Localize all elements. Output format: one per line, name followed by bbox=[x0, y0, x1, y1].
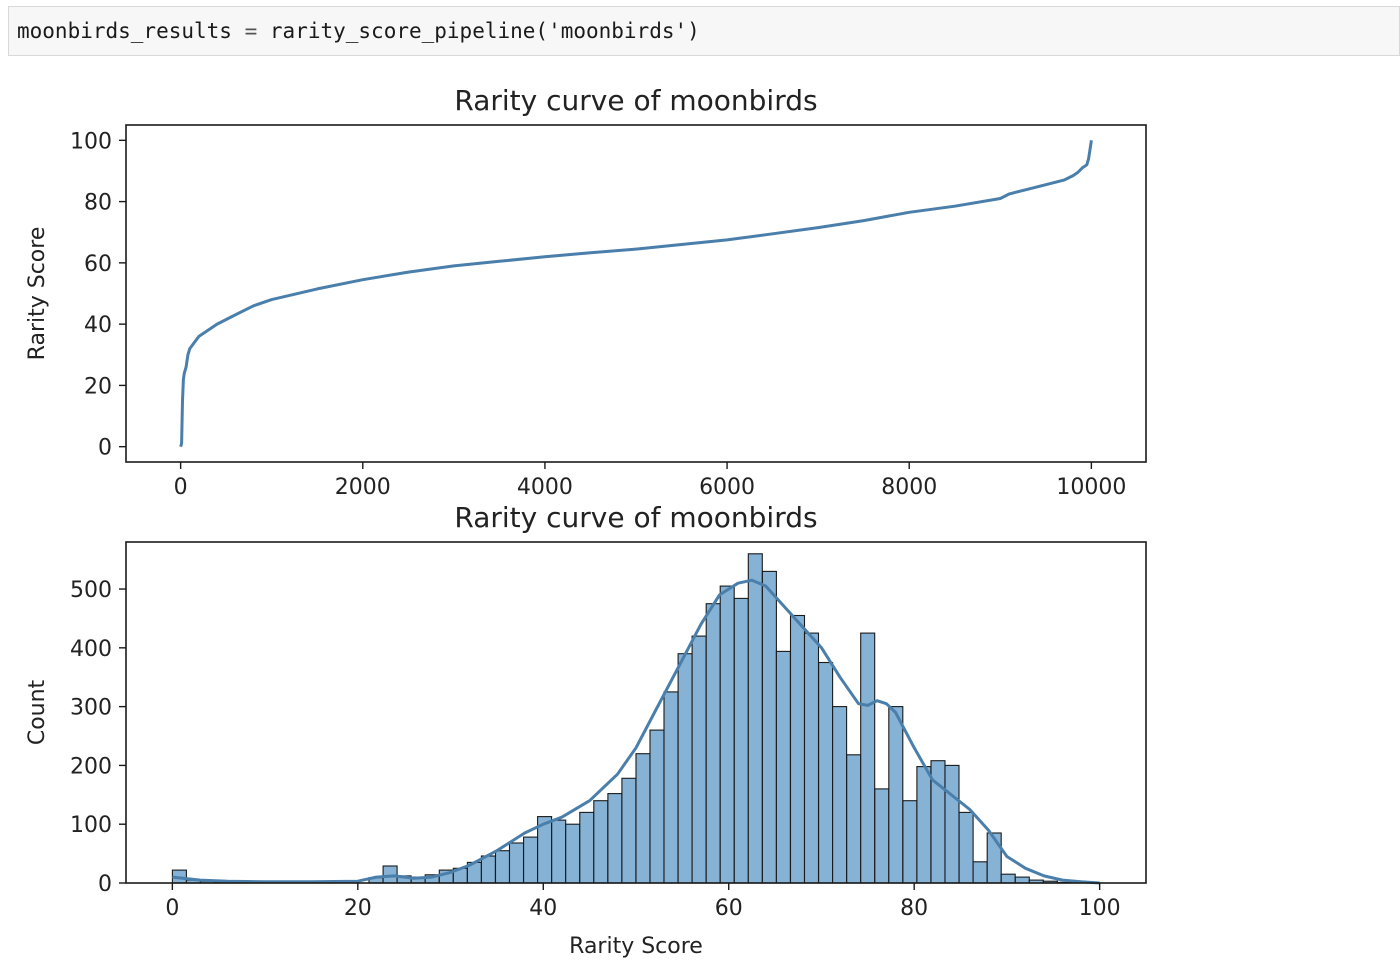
histogram-bar bbox=[888, 706, 904, 884]
x-tick-label: 40 bbox=[529, 896, 557, 921]
x-tick-label: 6000 bbox=[699, 475, 755, 500]
histogram-bar bbox=[607, 793, 623, 884]
histogram-bar bbox=[649, 729, 665, 884]
y-tick-label: 20 bbox=[84, 374, 112, 399]
histogram-bar bbox=[789, 614, 806, 884]
y-tick-label: 0 bbox=[98, 872, 112, 897]
histogram-bar bbox=[579, 811, 595, 884]
y-tick-label: 400 bbox=[70, 637, 112, 662]
histogram-bar bbox=[621, 777, 637, 884]
code-paren-close: ) bbox=[687, 19, 700, 43]
histogram-bar bbox=[944, 764, 960, 884]
axes-frame bbox=[125, 541, 1147, 884]
histogram-bar bbox=[551, 819, 567, 884]
code-variable: moonbirds_results bbox=[17, 19, 232, 43]
y-axis-label: Count bbox=[25, 679, 50, 745]
rarity-histogram-chart: 0 20 40 60 80 100 0 100 200 300 400 500 Rarity curve… bbox=[25, 501, 1147, 959]
axes-frame bbox=[125, 124, 1147, 463]
y-tick-label: 500 bbox=[70, 578, 112, 603]
histogram-bar bbox=[635, 753, 651, 884]
y-tick-label: 300 bbox=[70, 696, 112, 721]
x-tick-label: 2000 bbox=[335, 475, 391, 500]
histogram-bar bbox=[1014, 876, 1030, 884]
y-tick-label: 60 bbox=[84, 252, 112, 277]
histogram-bar bbox=[523, 836, 539, 884]
x-axis-label: Rarity Score bbox=[569, 934, 703, 959]
histogram-bar bbox=[733, 597, 749, 884]
histogram-bar bbox=[565, 823, 581, 884]
histogram-bar bbox=[677, 653, 693, 884]
x-tick-label: 0 bbox=[174, 475, 188, 500]
histogram-bar bbox=[480, 855, 496, 884]
histogram-bar bbox=[719, 585, 735, 884]
histogram-bar bbox=[705, 603, 721, 884]
code-cell[interactable]: moonbirds_results = rarity_score_pipelin… bbox=[8, 6, 1400, 56]
y-tick-label: 80 bbox=[84, 191, 112, 216]
histogram-bar bbox=[761, 570, 777, 884]
x-tick-label: 0 bbox=[165, 896, 179, 921]
histogram-bar bbox=[818, 661, 834, 884]
x-tick-label: 20 bbox=[344, 896, 372, 921]
code-argument: 'moonbirds' bbox=[548, 19, 688, 43]
histogram-bar bbox=[494, 850, 511, 884]
histogram-bar bbox=[747, 553, 763, 884]
histogram-bar bbox=[902, 800, 918, 884]
rarity-line-chart: 0 2000 4000 6000 8000 10000 0 20 40 60 80 100 Rarity… bbox=[25, 84, 1147, 500]
histogram-bar bbox=[958, 811, 974, 884]
histogram-bar bbox=[663, 691, 679, 884]
chart-title: Rarity curve of moonbirds bbox=[454, 501, 817, 534]
y-tick-label: 0 bbox=[98, 436, 112, 461]
chart-title: Rarity curve of moonbirds bbox=[454, 84, 817, 117]
y-tick-label: 100 bbox=[70, 129, 112, 154]
histogram-bar bbox=[803, 632, 820, 884]
histogram-bar bbox=[508, 842, 525, 884]
kde-density-line bbox=[172, 578, 1100, 885]
code-line[interactable]: moonbirds_results = rarity_score_pipelin… bbox=[17, 19, 700, 43]
code-operator: = bbox=[244, 19, 258, 43]
x-tick-label: 10000 bbox=[1056, 475, 1126, 500]
histogram-bar bbox=[775, 650, 791, 884]
y-tick-label: 200 bbox=[70, 754, 112, 779]
y-tick-label: 100 bbox=[70, 813, 112, 838]
code-paren-open: ( bbox=[535, 19, 549, 43]
x-tick-label: 60 bbox=[715, 896, 743, 921]
histogram-bar bbox=[1000, 873, 1016, 884]
code-function: rarity_score_pipeline bbox=[269, 19, 536, 43]
y-tick-label: 40 bbox=[84, 313, 112, 338]
histogram-bar bbox=[691, 635, 707, 884]
histogram-bar bbox=[916, 766, 932, 884]
histogram-bar bbox=[860, 632, 876, 884]
x-tick-label: 80 bbox=[900, 896, 928, 921]
y-axis-label: Rarity Score bbox=[25, 227, 50, 361]
histogram-bar bbox=[972, 861, 988, 884]
x-tick-label: 100 bbox=[1079, 896, 1121, 921]
histogram-bar bbox=[832, 706, 848, 884]
histogram-bar bbox=[846, 754, 862, 884]
histogram-bar bbox=[593, 800, 609, 884]
rarity-curve-line bbox=[179, 140, 1093, 448]
x-tick-label: 4000 bbox=[517, 475, 573, 500]
x-tick-label: 8000 bbox=[881, 475, 937, 500]
histogram-bar bbox=[874, 788, 890, 884]
